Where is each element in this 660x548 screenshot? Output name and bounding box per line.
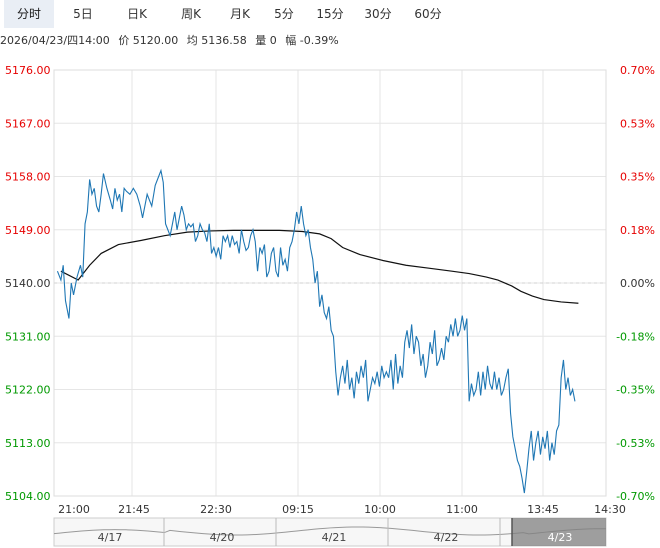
tab-5[interactable]: 月K [230,7,250,21]
x-tick-label: 11:00 [446,503,478,516]
price-line [56,168,576,494]
tab-2[interactable]: 5日 [73,7,93,21]
quote-info-line: 2026/04/23/四14:00 价 5120.00 均 5136.58 量 … [0,32,344,50]
y-tick-label: 5104.00 [5,490,51,503]
tab-8[interactable]: 30分 [364,7,392,21]
navigator-date-label: 4/17 [98,531,123,544]
tab-9[interactable]: 60分 [414,7,442,21]
pct-tick-label: -0.53% [616,437,655,450]
pct-tick-label: -0.18% [616,330,655,343]
plot-frame [53,69,607,497]
x-tick-label: 10:00 [364,503,396,516]
info-change: 幅 -0.39% [285,34,339,47]
period-tab-bar: 分时 5日 日K 周K 月K 5分 15分 30分 60分 [0,0,660,28]
info-datetime: 2026/04/23/四14:00 [0,34,110,47]
x-tick-label: 21:45 [118,503,150,516]
y-tick-label: 5149.00 [5,224,51,237]
info-price: 价 5120.00 [118,34,179,47]
y-tick-label: 5131.00 [5,330,51,343]
tab-7[interactable]: 15分 [316,7,344,21]
x-tick-label: 21:00 [58,503,90,516]
x-tick-label: 13:45 [527,503,559,516]
tab-4[interactable]: 周K [181,7,201,21]
navigator-date-label: 4/21 [322,531,347,544]
pct-tick-label: 0.18% [620,224,655,237]
y-tick-label: 5113.00 [5,437,51,450]
y-tick-label: 5122.00 [5,384,51,397]
navigator-date-label: 4/20 [210,531,235,544]
x-tick-label: 14:30 [594,503,626,516]
info-avg: 均 5136.58 [186,34,247,47]
pct-tick-label: -0.70% [616,490,655,503]
pct-tick-label: 0.35% [620,171,655,184]
pct-tick-label: -0.35% [616,384,655,397]
y-tick-label: 5140.00 [5,277,51,290]
navigator-window[interactable] [512,518,606,546]
x-tick-label: 22:30 [200,503,232,516]
y-tick-label: 5167.00 [5,117,51,130]
pct-tick-label: 0.00% [620,277,655,290]
tab-1[interactable]: 分时 [4,0,54,28]
navigator-date-label: 4/22 [434,531,459,544]
average-price-line [60,229,579,304]
y-tick-label: 5176.00 [5,64,51,77]
info-volume: 量 0 [255,34,277,47]
tab-3[interactable]: 日K [127,7,147,21]
tab-6[interactable]: 5分 [274,7,294,21]
y-tick-label: 5158.00 [5,171,51,184]
navigator-date-label: 4/23 [548,531,573,544]
x-tick-label: 09:15 [282,503,314,516]
pct-tick-label: 0.53% [620,117,655,130]
pct-tick-label: 0.70% [620,64,655,77]
